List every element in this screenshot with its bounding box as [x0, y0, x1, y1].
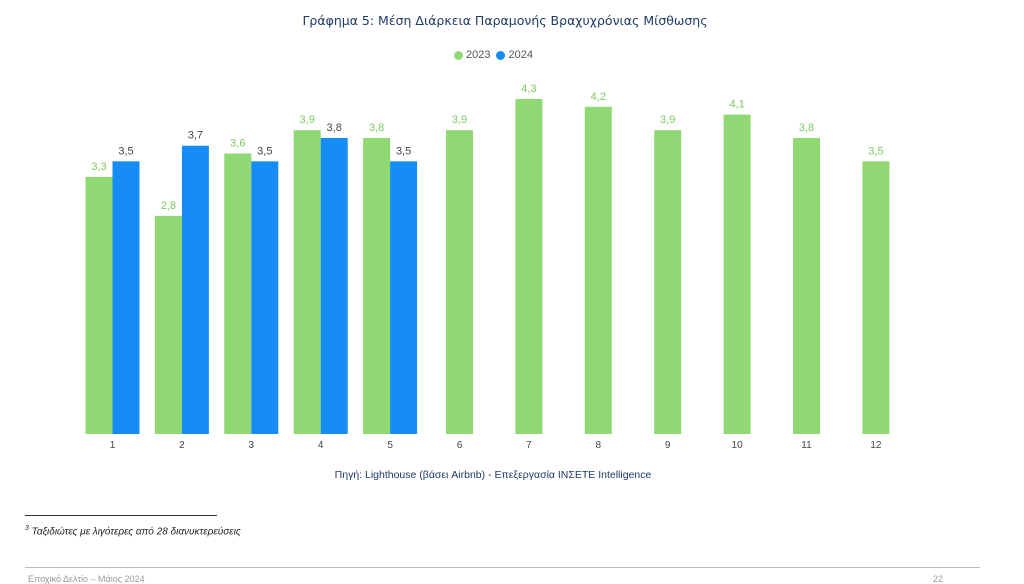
footnote-divider — [25, 515, 217, 516]
bar-2023-6[interactable] — [446, 130, 473, 435]
bar-2023-1[interactable] — [85, 176, 113, 434]
chart-legend: 2023 2024 — [454, 49, 539, 61]
x-tick-label-7: 7 — [526, 440, 532, 451]
x-tick-label-5: 5 — [387, 440, 393, 451]
data-label-2023-2: 2,8 — [161, 200, 176, 212]
x-tick-label-2: 2 — [179, 440, 185, 451]
bar-2023-10[interactable] — [723, 114, 751, 435]
data-label-2024-1: 3,5 — [118, 145, 133, 157]
data-label-2023-10: 4,1 — [729, 99, 744, 111]
source-note: Πηγή: Lighthouse (βάσει Airbnb) - Επεξερ… — [334, 469, 652, 481]
chart-title: Γράφημα 5: Μέση Διάρκεια Παραμονής Βραχυ… — [302, 13, 708, 28]
legend-item-2024[interactable]: 2024 — [496, 49, 533, 61]
bar-2024-3[interactable] — [251, 161, 279, 435]
bar-2024-4[interactable] — [320, 137, 348, 434]
footnote-marker: 3 — [25, 525, 29, 532]
footnote-text: Ταξιδιώτες με λιγότερες από 28 διανυκτερ… — [28, 526, 241, 538]
data-label-2024-3: 3,5 — [257, 145, 272, 157]
data-label-2023-5: 3,8 — [369, 122, 384, 134]
data-label-2023-11: 3,8 — [799, 122, 814, 134]
data-label-2023-9: 3,9 — [660, 114, 675, 126]
x-tick-label-9: 9 — [665, 440, 671, 451]
bar-2023-3[interactable] — [224, 153, 252, 434]
bar-2023-11[interactable] — [793, 137, 820, 434]
x-tick-label-4: 4 — [318, 440, 324, 451]
footnote: 3 Ταξιδιώτες με λιγότερες από 28 διανυκτ… — [25, 525, 241, 537]
x-tick-label-10: 10 — [732, 440, 744, 451]
footer-divider — [25, 567, 980, 568]
bar-2023-8[interactable] — [584, 106, 612, 434]
bar-2023-5[interactable] — [363, 137, 391, 434]
bar-chart: 3,3 3,5 1 2,8 3,7 2 3,6 3,5 3 3,9 3,8 4 3,8 3,5 5 3,9 6 4… — [85, 83, 890, 451]
data-label-2023-8: 4,2 — [591, 91, 606, 103]
data-label-2024-5: 3,5 — [396, 145, 411, 157]
data-label-2023-12: 3,5 — [868, 145, 883, 157]
bar-2024-1[interactable] — [112, 161, 140, 435]
x-tick-label-6: 6 — [457, 440, 463, 451]
bar-2024-5[interactable] — [390, 161, 418, 435]
bar-2023-2[interactable] — [154, 215, 182, 434]
page-number: 22 — [933, 574, 944, 584]
legend-swatch-2024 — [496, 50, 506, 60]
legend-item-2023[interactable]: 2023 — [454, 49, 490, 61]
bar-2023-9[interactable] — [654, 130, 682, 435]
x-tick-label-12: 12 — [870, 440, 882, 451]
x-tick-label-3: 3 — [249, 440, 255, 451]
legend-swatch-2023 — [454, 50, 463, 60]
x-tick-label-1: 1 — [110, 440, 116, 451]
legend-label-2023: 2023 — [466, 49, 491, 61]
x-tick-label-11: 11 — [801, 440, 812, 451]
data-label-2023-7: 4,3 — [521, 83, 536, 95]
data-label-2023-3: 3,6 — [230, 138, 245, 150]
data-label-2024-4: 3,8 — [327, 122, 342, 134]
bar-2023-7[interactable] — [515, 99, 543, 434]
data-label-2023-6: 3,9 — [452, 114, 467, 126]
x-tick-label-8: 8 — [596, 440, 602, 451]
legend-label-2024: 2024 — [508, 49, 533, 61]
bar-2023-4[interactable] — [293, 130, 321, 435]
data-label-2023-4: 3,9 — [300, 114, 315, 126]
footer-publication: Εποχικό Δελτίο – Μάιος 2024 — [28, 574, 145, 584]
bar-2023-12[interactable] — [862, 161, 890, 435]
data-label-2023-1: 3,3 — [91, 161, 106, 173]
bar-2024-2[interactable] — [181, 145, 209, 434]
data-label-2024-2: 3,7 — [188, 130, 203, 142]
